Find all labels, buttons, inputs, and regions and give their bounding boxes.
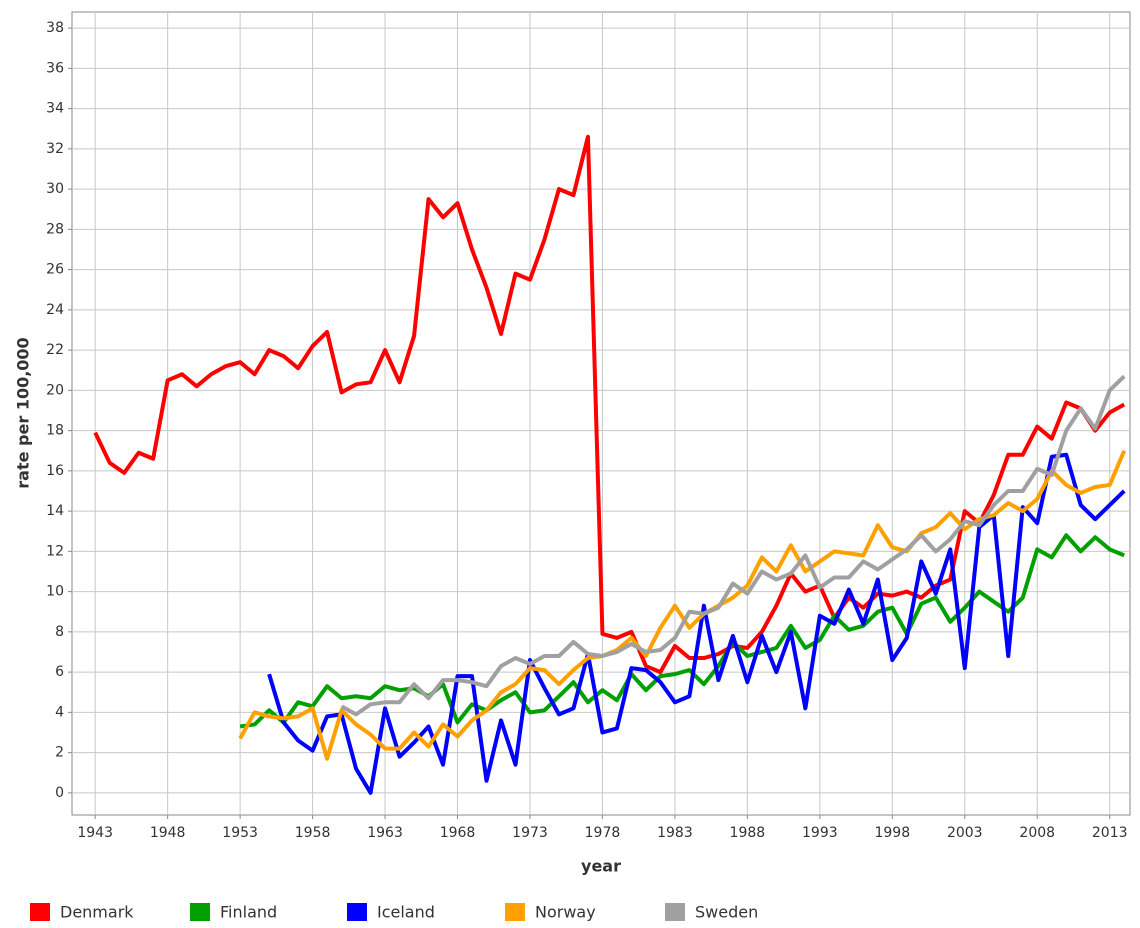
- y-tick-label: 24: [46, 302, 64, 318]
- y-tick-label: 34: [46, 101, 64, 117]
- x-tick-label: 1973: [512, 825, 548, 841]
- y-tick-label: 0: [55, 785, 64, 801]
- legend-label: Sweden: [695, 903, 758, 922]
- legend-swatch: [190, 903, 210, 921]
- y-tick-label: 12: [46, 543, 64, 559]
- y-tick-label: 32: [46, 141, 64, 157]
- legend-swatch: [505, 903, 525, 921]
- y-tick-label: 6: [55, 664, 64, 680]
- legend-label: Finland: [220, 903, 277, 922]
- x-tick-label: 1953: [222, 825, 258, 841]
- y-tick-label: 14: [46, 503, 64, 519]
- series-line: [239, 533, 1125, 729]
- legend-label: Iceland: [377, 903, 435, 922]
- x-tick-label: 2008: [1019, 825, 1055, 841]
- y-tick-label: 38: [46, 20, 64, 36]
- x-tick-label: 1943: [77, 825, 113, 841]
- y-axis-label: rate per 100,000: [14, 337, 33, 488]
- y-tick-label: 10: [46, 584, 64, 600]
- y-tick-label: 2: [55, 745, 64, 761]
- legend-swatch: [347, 903, 367, 921]
- legend-swatch: [665, 903, 685, 921]
- x-tick-label: 1948: [150, 825, 186, 841]
- y-tick-label: 30: [46, 181, 64, 197]
- series-line: [340, 374, 1126, 717]
- x-tick-label: 1988: [730, 825, 766, 841]
- y-tick-label: 36: [46, 60, 64, 76]
- y-tick-label: 20: [46, 382, 64, 398]
- x-tick-label: 1993: [802, 825, 838, 841]
- y-tick-label: 8: [55, 624, 64, 640]
- y-tick-label: 22: [46, 342, 64, 358]
- x-tick-label: 1968: [440, 825, 476, 841]
- x-tick-label: 1963: [367, 825, 403, 841]
- y-tick-label: 16: [46, 463, 64, 479]
- plot-area: [71, 11, 1131, 816]
- y-tick-label: 4: [55, 704, 64, 720]
- x-tick-label: 1958: [295, 825, 331, 841]
- legend-swatch: [30, 903, 50, 921]
- y-tick-label: 18: [46, 423, 64, 439]
- x-tick-label: 2003: [947, 825, 983, 841]
- y-tick-label: 28: [46, 221, 64, 237]
- x-tick-label: 1978: [585, 825, 621, 841]
- x-axis-label: year: [581, 857, 621, 876]
- y-tick-label: 26: [46, 262, 64, 278]
- legend-label: Norway: [535, 903, 596, 922]
- x-tick-label: 2013: [1092, 825, 1128, 841]
- x-tick-label: 1998: [874, 825, 910, 841]
- legend-label: Denmark: [60, 903, 134, 922]
- x-tick-label: 1983: [657, 825, 693, 841]
- series-line: [238, 449, 1127, 761]
